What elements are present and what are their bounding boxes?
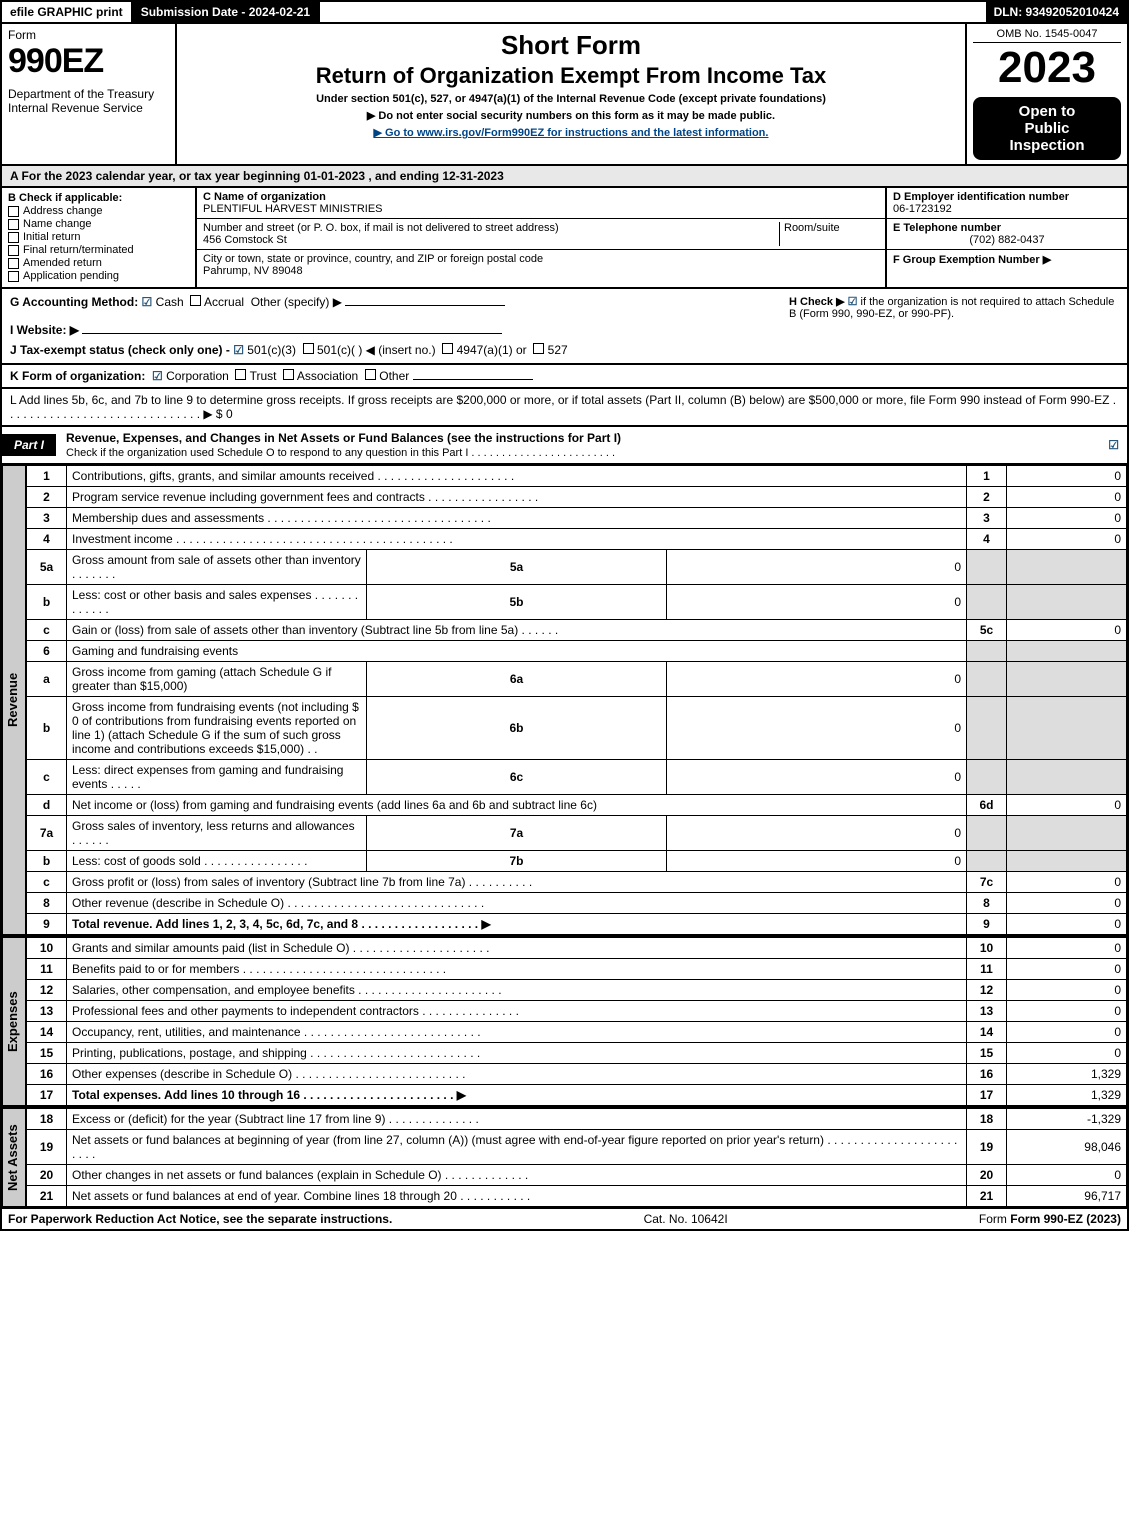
netassets-table: 18Excess or (deficit) for the year (Subt… (26, 1108, 1127, 1207)
row-l: L Add lines 5b, 6c, and 7b to line 9 to … (0, 389, 1129, 427)
line-2: 2Program service revenue including gover… (27, 487, 1127, 508)
line-5c: cGain or (loss) from sale of assets othe… (27, 620, 1127, 641)
expenses-table: 10Grants and similar amounts paid (list … (26, 937, 1127, 1106)
line-12: 12Salaries, other compensation, and empl… (27, 980, 1127, 1001)
dln: DLN: 93492052010424 (986, 2, 1127, 22)
tel-value: (702) 882-0437 (893, 234, 1121, 246)
line-21: 21Net assets or fund balances at end of … (27, 1186, 1127, 1207)
line-7a: 7aGross sales of inventory, less returns… (27, 816, 1127, 851)
row-g: G Accounting Method: ☑ Cash Accrual Othe… (10, 295, 781, 309)
line-13: 13Professional fees and other payments t… (27, 1001, 1127, 1022)
line-4: 4Investment income . . . . . . . . . . .… (27, 529, 1127, 550)
line-18: 18Excess or (deficit) for the year (Subt… (27, 1109, 1127, 1130)
row-i: I Website: ▶ (10, 323, 781, 337)
line-11: 11Benefits paid to or for members . . . … (27, 959, 1127, 980)
street-label: Number and street (or P. O. box, if mail… (203, 222, 559, 234)
tax-year: 2023 (973, 43, 1121, 93)
part1-check[interactable]: ☑ (1100, 434, 1127, 456)
name-label: C Name of organization (203, 191, 326, 203)
part1-header: Part I Revenue, Expenses, and Changes in… (0, 427, 1129, 465)
line-6: 6Gaming and fundraising events (27, 641, 1127, 662)
submission-date: Submission Date - 2024-02-21 (133, 2, 320, 22)
line-17: 17Total expenses. Add lines 10 through 1… (27, 1085, 1127, 1106)
line-7b: bLess: cost of goods sold . . . . . . . … (27, 851, 1127, 872)
line-3: 3Membership dues and assessments . . . .… (27, 508, 1127, 529)
irs-label: Internal Revenue Service (8, 101, 169, 115)
section-a-period: A For the 2023 calendar year, or tax yea… (0, 166, 1129, 188)
line-20: 20Other changes in net assets or fund ba… (27, 1165, 1127, 1186)
room-label: Room/suite (779, 222, 879, 246)
footer-right: Form Form 990-EZ (2023) (979, 1212, 1121, 1226)
line-10: 10Grants and similar amounts paid (list … (27, 938, 1127, 959)
form-number: 990EZ (8, 42, 169, 81)
chk-address-change[interactable]: Address change (8, 205, 189, 217)
revenue-block: Revenue 1Contributions, gifts, grants, a… (0, 465, 1129, 937)
section-b: B Check if applicable: Address change Na… (2, 188, 197, 287)
top-bar: efile GRAPHIC print Submission Date - 20… (0, 0, 1129, 22)
ssn-warning: ▶ Do not enter social security numbers o… (183, 109, 959, 122)
section-b-label: B Check if applicable: (8, 192, 189, 204)
line-6d: dNet income or (loss) from gaming and fu… (27, 795, 1127, 816)
open-line3: Inspection (977, 137, 1117, 154)
ein-label: D Employer identification number (893, 191, 1069, 203)
netassets-vlabel: Net Assets (2, 1108, 26, 1207)
form-label: Form (8, 28, 169, 42)
open-line2: Public (977, 120, 1117, 137)
dept-label: Department of the Treasury (8, 87, 169, 101)
revenue-table: 1Contributions, gifts, grants, and simil… (26, 465, 1127, 935)
short-form-title: Short Form (183, 30, 959, 61)
omb-number: OMB No. 1545-0047 (973, 28, 1121, 43)
form-header: Form 990EZ Department of the Treasury In… (0, 22, 1129, 166)
footer-mid: Cat. No. 10642I (644, 1212, 728, 1226)
efile-label[interactable]: efile GRAPHIC print (2, 2, 133, 22)
return-title: Return of Organization Exempt From Incom… (183, 63, 959, 89)
part1-title: Revenue, Expenses, and Changes in Net As… (56, 427, 1100, 463)
open-public-badge: Open to Public Inspection (973, 97, 1121, 160)
section-c: C Name of organization PLENTIFUL HARVEST… (197, 188, 887, 287)
line-9: 9Total revenue. Add lines 1, 2, 3, 4, 5c… (27, 914, 1127, 935)
entity-info-block: B Check if applicable: Address change Na… (0, 188, 1129, 289)
street-value: 456 Comstock St (203, 234, 287, 246)
subtitle: Under section 501(c), 527, or 4947(a)(1)… (183, 93, 959, 105)
line-14: 14Occupancy, rent, utilities, and mainte… (27, 1022, 1127, 1043)
chk-final-return[interactable]: Final return/terminated (8, 244, 189, 256)
page-footer: For Paperwork Reduction Act Notice, see … (0, 1209, 1129, 1231)
city-label: City or town, state or province, country… (203, 253, 543, 265)
section-h: H Check ▶ ☑ if the organization is not r… (789, 295, 1119, 357)
ein-value: 06-1723192 (893, 203, 952, 215)
footer-left: For Paperwork Reduction Act Notice, see … (8, 1212, 392, 1226)
line-19: 19Net assets or fund balances at beginni… (27, 1130, 1127, 1165)
line-6c: cLess: direct expenses from gaming and f… (27, 760, 1127, 795)
section-ghij: G Accounting Method: ☑ Cash Accrual Othe… (0, 289, 1129, 365)
group-label: F Group Exemption Number ▶ (893, 254, 1051, 266)
line-1: 1Contributions, gifts, grants, and simil… (27, 466, 1127, 487)
chk-initial-return[interactable]: Initial return (8, 231, 189, 243)
line-5b: bLess: cost or other basis and sales exp… (27, 585, 1127, 620)
part1-label: Part I (2, 434, 56, 456)
line-16: 16Other expenses (describe in Schedule O… (27, 1064, 1127, 1085)
chk-amended-return[interactable]: Amended return (8, 257, 189, 269)
section-def: D Employer identification number 06-1723… (887, 188, 1127, 287)
open-line1: Open to (977, 103, 1117, 120)
goto-link[interactable]: ▶ Go to www.irs.gov/Form990EZ for instru… (183, 126, 959, 139)
line-8: 8Other revenue (describe in Schedule O) … (27, 893, 1127, 914)
expenses-block: Expenses 10Grants and similar amounts pa… (0, 937, 1129, 1108)
row-j: J Tax-exempt status (check only one) - ☑… (10, 343, 781, 357)
line-6b: bGross income from fundraising events (n… (27, 697, 1127, 760)
line-15: 15Printing, publications, postage, and s… (27, 1043, 1127, 1064)
city-value: Pahrump, NV 89048 (203, 265, 303, 277)
line-6a: aGross income from gaming (attach Schedu… (27, 662, 1127, 697)
tel-label: E Telephone number (893, 222, 1001, 234)
revenue-vlabel: Revenue (2, 465, 26, 935)
line-5a: 5aGross amount from sale of assets other… (27, 550, 1127, 585)
row-k: K Form of organization: ☑ Corporation Tr… (0, 365, 1129, 389)
org-name: PLENTIFUL HARVEST MINISTRIES (203, 203, 383, 215)
line-7c: cGross profit or (loss) from sales of in… (27, 872, 1127, 893)
netassets-block: Net Assets 18Excess or (deficit) for the… (0, 1108, 1129, 1209)
expenses-vlabel: Expenses (2, 937, 26, 1106)
chk-application-pending[interactable]: Application pending (8, 270, 189, 282)
chk-name-change[interactable]: Name change (8, 218, 189, 230)
